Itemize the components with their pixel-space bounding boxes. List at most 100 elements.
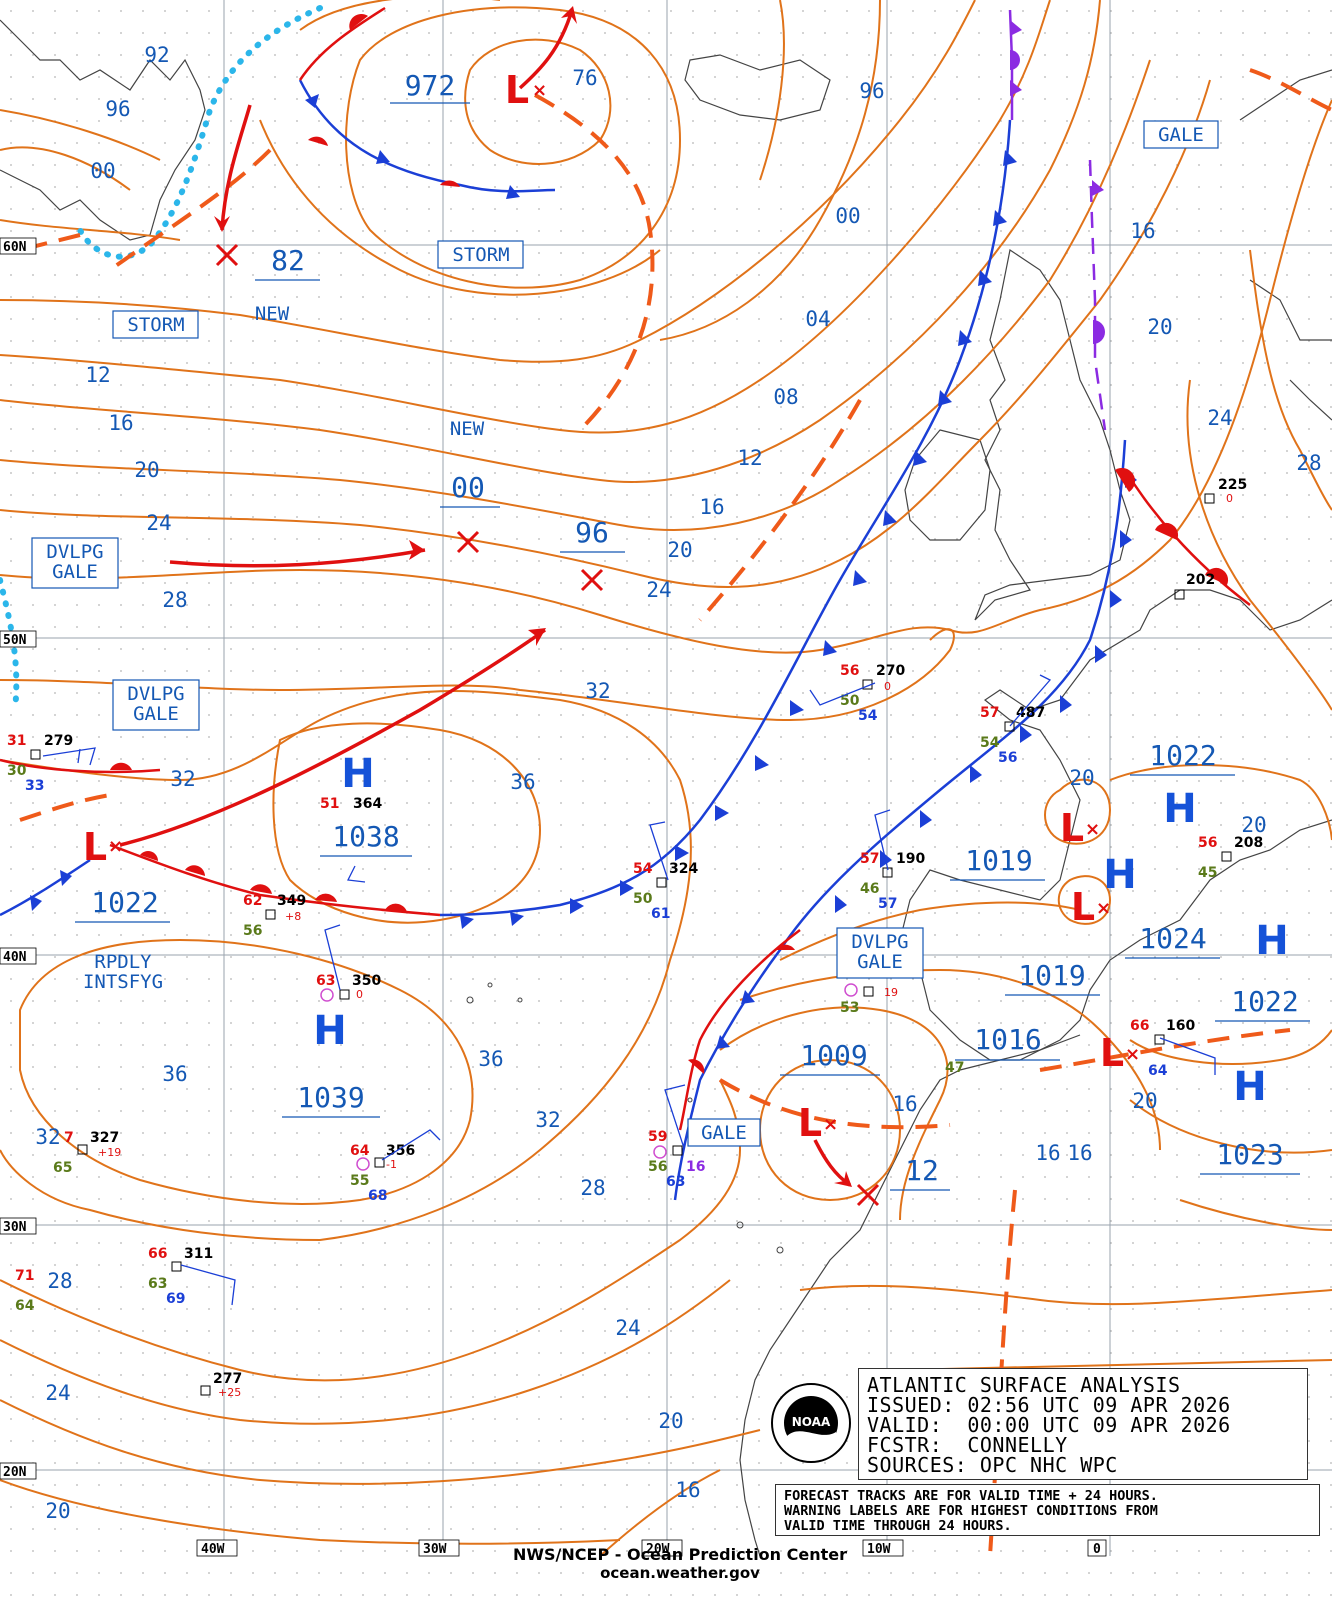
obs-pres: 160	[1166, 1018, 1195, 1034]
forecast-pressure: 12	[905, 1154, 939, 1187]
credit-footer: NWS/NCEP - Ocean Prediction Center ocean…	[470, 1545, 890, 1582]
obs-temp: 56	[840, 663, 859, 679]
high-center-icon: H	[313, 1008, 346, 1054]
obs-dew: 50	[840, 693, 860, 709]
isobar-label: 16	[1130, 219, 1155, 243]
isobar-label: 24	[45, 1381, 70, 1405]
isobars	[0, 0, 1332, 1557]
isobar-label: 36	[162, 1062, 187, 1086]
isobar-label: 16	[892, 1092, 917, 1116]
obs-tend: 0	[356, 988, 363, 1001]
lon-label: 20W	[646, 1542, 670, 1557]
title-line: ATLANTIC SURFACE ANALYSIS	[867, 1373, 1181, 1397]
isobar-label: 36	[510, 770, 535, 794]
obs-vis: 61	[651, 906, 670, 922]
low-x-icon: ×	[823, 1114, 838, 1135]
occluded-front	[1008, 9, 1107, 431]
isobar-label: 12	[85, 363, 110, 387]
isobar-label: 24	[646, 578, 671, 602]
pressure-value: 1022	[1231, 985, 1298, 1018]
credit-agency: NWS/NCEP - Ocean Prediction Center	[512, 1545, 848, 1564]
lat-label: 50N	[3, 633, 27, 648]
isobar-label: 96	[859, 79, 884, 103]
rapid-intensifying-label: RPDLY	[94, 951, 152, 973]
obs-dew: 54	[980, 735, 1000, 751]
note-line: VALID TIME THROUGH 24 HOURS.	[784, 1518, 1012, 1534]
isobar-label: 24	[1207, 406, 1232, 430]
low-center-icon: L	[1060, 806, 1084, 850]
isobar-label: 16	[675, 1478, 700, 1502]
isobar-label: 08	[773, 385, 798, 409]
cold-fronts	[0, 79, 1137, 1201]
obs-temp: 63	[316, 973, 335, 989]
lon-label: 0	[1093, 1542, 1101, 1557]
obs-pres: 279	[44, 733, 73, 749]
obs-pres: 270	[876, 663, 905, 679]
isobar-labels: 92 96 00 12 16 20 24 28 32 32 36 36 36 3…	[35, 43, 1321, 1523]
credit-url[interactable]: ocean.weather.gov	[600, 1564, 760, 1582]
obs-temp: 66	[1130, 1018, 1149, 1034]
low-center-icon: L	[1100, 1031, 1124, 1075]
dvlpg-gale-warning: DVLPG	[851, 931, 908, 953]
lon-label: 40W	[201, 1542, 225, 1557]
svg-text:NOAA: NOAA	[792, 1415, 831, 1429]
new-label: NEW	[255, 303, 290, 325]
low-center-icon: L	[798, 1101, 822, 1145]
isobar-label: 20	[658, 1409, 683, 1433]
low-center-icon: L	[1071, 885, 1095, 929]
obs-temp: 57	[860, 851, 879, 867]
forecaster-line: FCSTR: CONNELLY	[867, 1433, 1068, 1457]
obs-dew: 53	[840, 1000, 859, 1016]
isobar-label: 12	[737, 446, 762, 470]
obs-pres: 327	[90, 1130, 119, 1146]
obs-dew: 64	[15, 1298, 35, 1314]
obs-tend: 0	[884, 680, 891, 693]
title-box: ATLANTIC SURFACE ANALYSIS ISSUED: 02:56 …	[858, 1368, 1308, 1480]
obs-tend: 0	[1226, 492, 1233, 505]
high-center-icon: H	[1163, 786, 1196, 832]
forecast-pressure: 96	[575, 516, 609, 549]
pressure-value: 1019	[965, 844, 1032, 877]
new-label: NEW	[450, 418, 485, 440]
isobar-label: 96	[105, 97, 130, 121]
lat-label: 60N	[3, 240, 27, 255]
dvlpg-gale-warning: DVLPG	[127, 683, 184, 705]
isobar-label: 92	[144, 43, 169, 67]
obs-dew: 50	[633, 891, 653, 907]
obs-dew: 55	[350, 1173, 369, 1189]
isobar-label: 16	[699, 495, 724, 519]
pressure-value: 1022	[1149, 739, 1216, 772]
obs-tend: +25	[218, 1386, 241, 1399]
obs-dew: 45	[1198, 865, 1217, 881]
isobar-label: 36	[478, 1047, 503, 1071]
low-center-icon: L	[505, 68, 529, 112]
obs-temp: 56	[1198, 835, 1217, 851]
obs-pres: 311	[184, 1246, 213, 1262]
obs-pres: 364	[353, 796, 382, 812]
pressure-value: 1009	[800, 1039, 867, 1072]
obs-vis: 69	[166, 1291, 185, 1307]
rapid-intensifying-label: INTSFYG	[83, 971, 163, 993]
obs-pres: 350	[352, 973, 381, 989]
dvlpg-gale-warning: GALE	[52, 561, 98, 583]
lon-label: 30W	[423, 1542, 447, 1557]
low-x-icon: ×	[1125, 1044, 1140, 1065]
obs-pres: 208	[1234, 835, 1263, 851]
obs-dew: 30	[7, 763, 27, 779]
obs-temp: 59	[648, 1129, 667, 1145]
obs-extra: 16	[686, 1159, 705, 1175]
obs-pres: 202	[1186, 572, 1215, 588]
coastlines	[0, 19, 1332, 1557]
pressure-value: 1016	[974, 1023, 1041, 1056]
obs-dew: 63	[148, 1276, 167, 1292]
high-center-icon: H	[1255, 918, 1288, 964]
high-center-icon: H	[341, 751, 374, 797]
pressure-value: 1024	[1139, 922, 1206, 955]
isobar-label: 20	[134, 458, 159, 482]
isobar-label: 28	[162, 588, 187, 612]
isobar-label: 76	[572, 66, 597, 90]
lat-label: 40N	[3, 950, 27, 965]
obs-tend: 19	[884, 986, 898, 999]
dvlpg-gale-warning: DVLPG	[46, 541, 103, 563]
isobar-label: 28	[1296, 451, 1321, 475]
